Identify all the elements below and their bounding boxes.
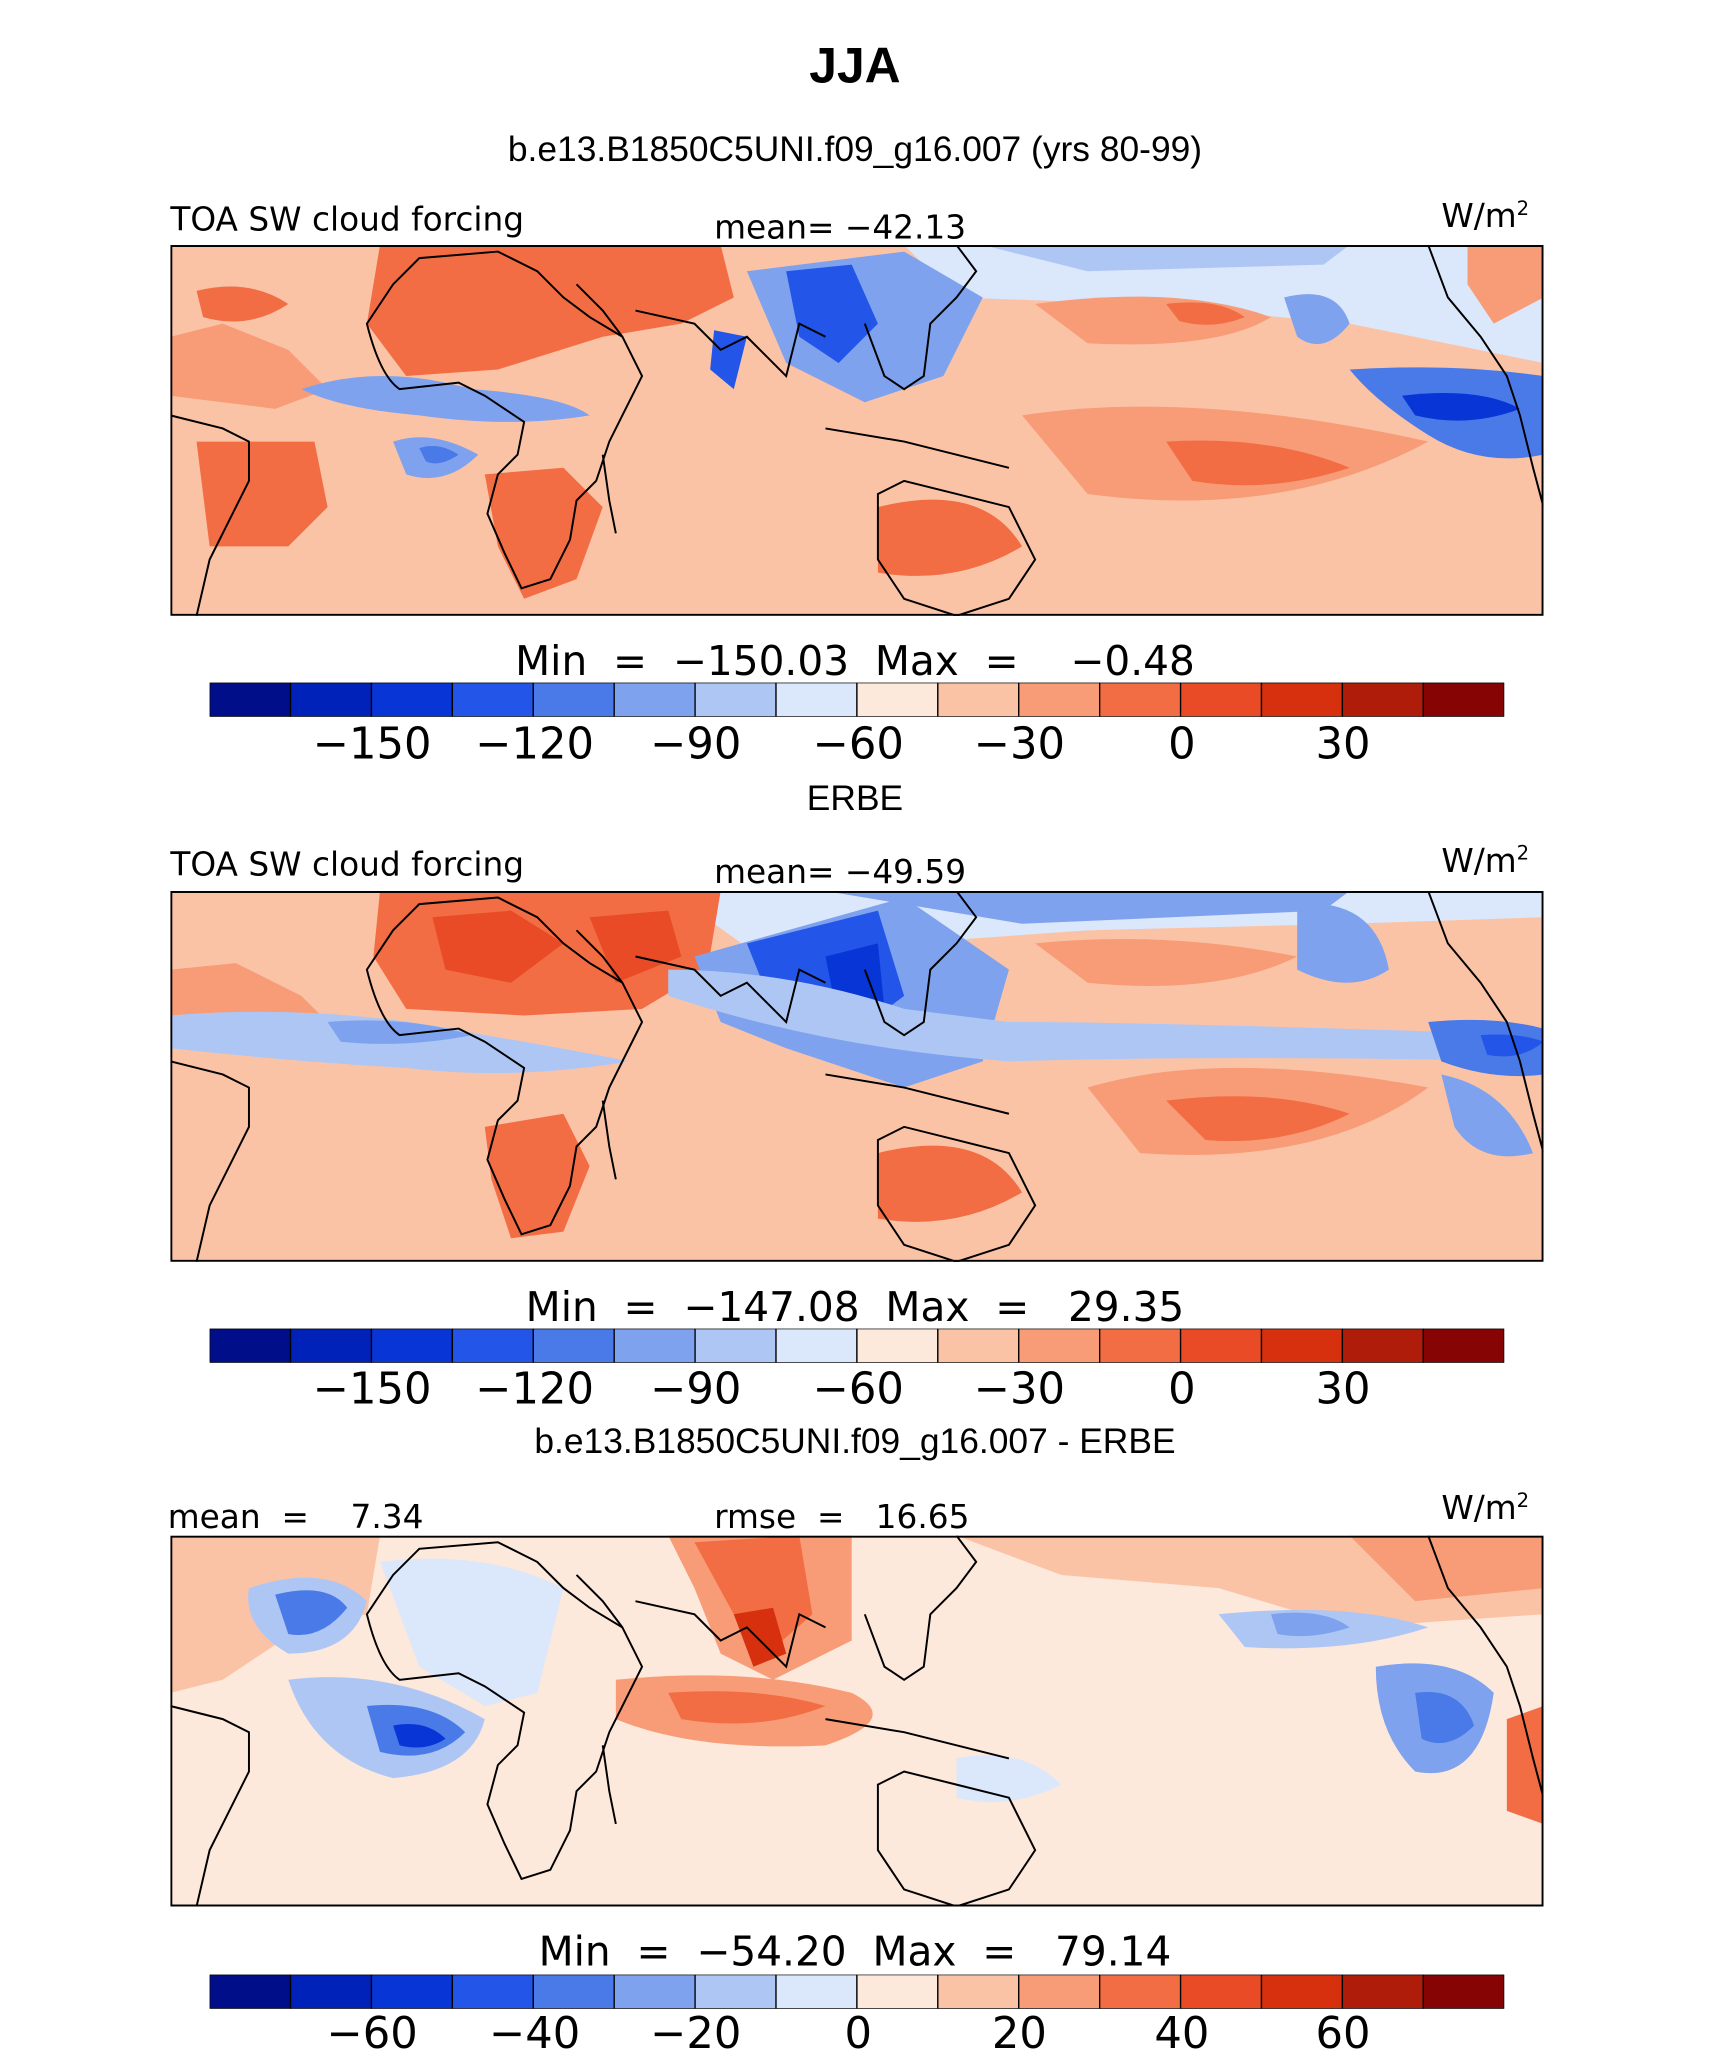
colorbar-swatch [856, 1327, 939, 1364]
colorbar-swatch [856, 682, 939, 718]
colorbar-swatch [1260, 1327, 1344, 1364]
colorbar-swatch [208, 682, 292, 718]
panel2-map [170, 891, 1544, 1262]
panel2-variable-label: TOA SW cloud forcing [170, 845, 525, 884]
colorbar-swatch [937, 682, 1020, 718]
panel2-tick: −90 [650, 1362, 742, 1414]
panel3-rmse-label: rmse = 16.65 [714, 1497, 970, 1536]
panel2-mean-label: mean= −49.59 [714, 853, 967, 892]
colorbar-swatch [370, 1973, 454, 2010]
panel2-units-label: W/m2 [1441, 841, 1530, 880]
panel3-mean-label: mean = 7.34 [167, 1497, 424, 1536]
colorbar-swatch [937, 1973, 1020, 2010]
colorbar-swatch [694, 1973, 777, 2010]
panel2-minmax: Min = −147.08 Max = 29.35 [525, 1284, 1185, 1332]
season-title: JJA [809, 39, 901, 95]
colorbar-swatch [613, 1327, 696, 1364]
panel3-tick: 40 [1154, 2007, 1210, 2058]
panel3-tick: 0 [844, 2007, 873, 2058]
panel2-tick: 0 [1168, 1362, 1196, 1414]
colorbar-swatch [613, 682, 696, 718]
colorbar-swatch [1099, 682, 1182, 718]
colorbar-swatch [694, 1327, 777, 1364]
panel3-colorbar [208, 1973, 1505, 2010]
diff-title: b.e13.B1850C5UNI.f09_g16.007 - ERBE [534, 1421, 1176, 1461]
panel2-tick: −120 [475, 1362, 594, 1414]
panel1-tick: −120 [475, 718, 594, 770]
colorbar-swatch [1179, 1327, 1263, 1364]
colorbar-swatch [1422, 682, 1505, 718]
colorbar-swatch [1018, 682, 1101, 718]
colorbar-swatch [1341, 1973, 1424, 2010]
panel3-tick: 60 [1315, 2007, 1371, 2058]
panel3-tick: −40 [488, 2007, 581, 2058]
panel1-tick: −150 [312, 718, 432, 770]
colorbar-swatch [451, 1327, 534, 1364]
panel3-tick: −60 [326, 2007, 418, 2058]
colorbar-swatch [532, 682, 615, 718]
colorbar-swatch [775, 1973, 858, 2010]
colorbar-swatch [694, 682, 777, 718]
colorbar-swatch [208, 1973, 292, 2010]
panel1-variable-label: TOA SW cloud forcing [170, 200, 525, 239]
panel2-tick: −30 [973, 1362, 1066, 1414]
colorbar-swatch [1260, 682, 1344, 718]
colorbar-swatch [1260, 1973, 1344, 2010]
panel2-tick: −60 [812, 1362, 904, 1414]
colorbar-swatch [532, 1973, 615, 2010]
colorbar-swatch [1099, 1973, 1182, 2010]
panel1-map [170, 245, 1544, 616]
panel1-tick: 0 [1168, 718, 1196, 770]
colorbar-swatch [208, 1327, 292, 1364]
colorbar-swatch [289, 1327, 373, 1364]
panel2-tick: 30 [1315, 1362, 1371, 1414]
colorbar-swatch [451, 682, 534, 718]
panel3-colorbar-svg [208, 1973, 1505, 2010]
colorbar-swatch [1018, 1973, 1101, 2010]
colorbar-swatch [775, 682, 858, 718]
colorbar-swatch [370, 1327, 454, 1364]
panel3-units-label: W/m2 [1441, 1488, 1530, 1527]
colorbar-swatch [1099, 1327, 1182, 1364]
panel2-colorbar-svg [208, 1327, 1505, 1364]
panel1-tick: −30 [973, 718, 1066, 770]
colorbar-swatch [1018, 1327, 1101, 1364]
obs-title: ERBE [806, 778, 904, 818]
panel2-tick: −150 [312, 1362, 432, 1414]
panel3-map [170, 1535, 1544, 1907]
colorbar-swatch [937, 1327, 1020, 1364]
colorbar-swatch [1422, 1973, 1505, 2010]
colorbar-swatch [451, 1973, 534, 2010]
panel1-units-label: W/m2 [1441, 196, 1530, 235]
panel1-tick: 30 [1315, 718, 1371, 770]
colorbar-swatch [1179, 682, 1263, 718]
panel3-tick: 20 [991, 2007, 1047, 2058]
panel1-minmax: Min = −150.03 Max = −0.48 [515, 638, 1195, 686]
panel1-tick: −90 [650, 718, 742, 770]
panel1-tick: −60 [812, 718, 904, 770]
colorbar-swatch [1341, 1327, 1424, 1364]
colorbar-swatch [613, 1973, 696, 2010]
panel3-minmax: Min = −54.20 Max = 79.14 [538, 1928, 1172, 1976]
panel3-tick: −20 [650, 2007, 742, 2058]
case-title: b.e13.B1850C5UNI.f09_g16.007 (yrs 80-99) [507, 129, 1203, 170]
colorbar-swatch [1179, 1973, 1263, 2010]
panel1-colorbar [208, 682, 1505, 718]
panel1-mean-label: mean= −42.13 [714, 208, 967, 247]
panel2-colorbar [208, 1327, 1505, 1364]
colorbar-swatch [1422, 1327, 1505, 1364]
colorbar-swatch [532, 1327, 615, 1364]
colorbar-swatch [289, 682, 373, 718]
colorbar-swatch [775, 1327, 858, 1364]
panel1-colorbar-svg [208, 682, 1505, 718]
colorbar-swatch [856, 1973, 939, 2010]
colorbar-swatch [370, 682, 454, 718]
colorbar-swatch [289, 1973, 373, 2010]
colorbar-swatch [1341, 682, 1424, 718]
